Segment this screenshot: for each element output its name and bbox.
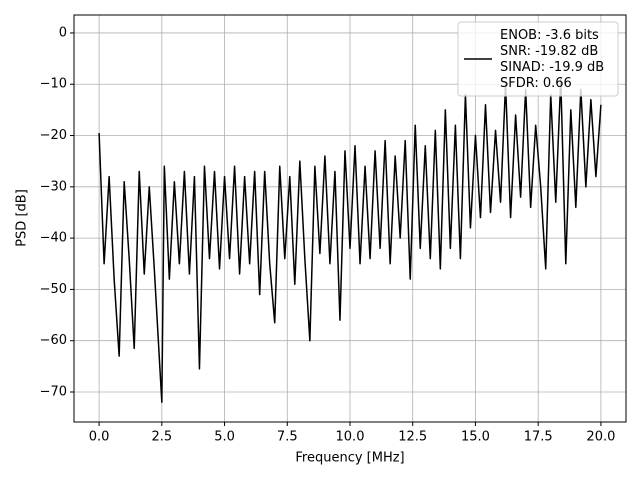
y-tick-label: −50 [40,282,67,297]
legend-box [457,21,619,97]
y-tick-label: −40 [40,231,67,246]
x-tick-label: 7.5 [277,430,298,445]
y-axis-label: PSD [dB] [15,189,30,247]
y-tick-label: −20 [40,128,67,143]
x-tick-label: 20.0 [586,430,615,445]
y-tick-label: 0 [59,25,67,40]
x-tick-label: 17.5 [524,430,553,445]
plot-frame [73,14,627,423]
x-tick-label: 5.0 [214,430,235,445]
data-line [98,78,602,403]
y-tick-label: −10 [40,77,67,92]
y-tick-label: −30 [40,179,67,194]
y-tick-label: −60 [40,333,67,348]
x-tick-label: 10.0 [336,430,365,445]
x-axis-label: Frequency [MHz] [295,451,404,466]
x-tick-label: 15.0 [461,430,490,445]
y-tick-label: −70 [40,384,67,399]
x-tick-label: 2.5 [151,430,172,445]
legend-label: ENOB: -3.6 bits SNR: -19.82 dB SINAD: -19.… [500,28,604,91]
x-tick-label: 0.0 [89,430,110,445]
x-tick-label: 12.5 [398,430,427,445]
